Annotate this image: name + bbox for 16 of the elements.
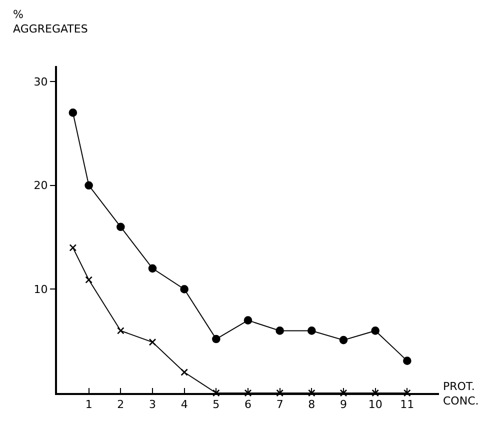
x-tick-label: 10 <box>368 398 382 412</box>
x-tick-label: 6 <box>244 398 252 412</box>
y-axis-title: % AGGREGATES <box>13 8 88 36</box>
x-tick-label: 9 <box>340 398 347 412</box>
x-tick-label: 2 <box>117 398 124 412</box>
x-tick-label: 4 <box>180 398 188 412</box>
y-tick-label: 30 <box>34 75 48 88</box>
x-tick-label: 1 <box>85 398 92 412</box>
x-tick-label: 8 <box>308 398 316 412</box>
y-tick-label: 20 <box>34 179 48 192</box>
x-axis-title: PROT. CONC. <box>443 380 479 408</box>
x-tick-label: 3 <box>149 398 156 412</box>
x-tick-label: 7 <box>276 398 284 412</box>
x-tick-label: 11 <box>400 398 414 412</box>
x-tick-label: 5 <box>212 398 220 412</box>
y-tick-label: 10 <box>34 283 48 296</box>
